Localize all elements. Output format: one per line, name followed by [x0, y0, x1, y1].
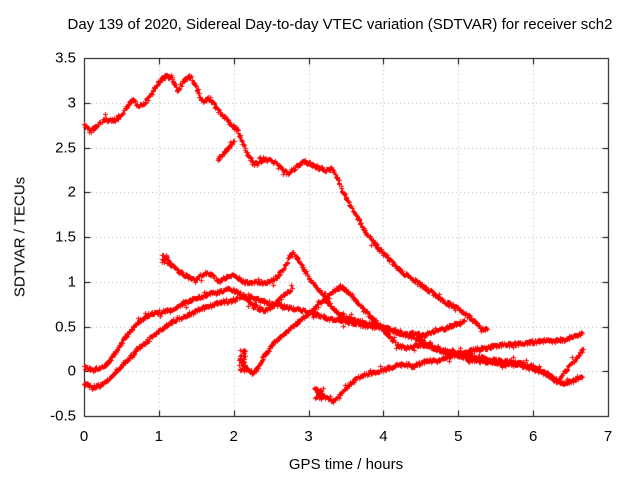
y-tick-label--0.5: -0.5: [50, 407, 76, 425]
x-tick-label-1: 1: [154, 428, 164, 445]
chart-title: Day 139 of 2020, Sidereal Day-to-day VTE…: [67, 16, 613, 33]
x-tick-label-0: 0: [79, 428, 89, 445]
y-tick-label-3: 3: [67, 94, 76, 112]
y-tick-label-1.5: 1.5: [55, 228, 76, 246]
x-axis-label: GPS time / hours: [288, 456, 404, 473]
y-tick-label-3.5: 3.5: [55, 49, 76, 67]
y-tick-label-0.5: 0.5: [55, 318, 76, 335]
y-tick-label-1: 1: [67, 273, 76, 291]
y-tick-label-2: 2: [67, 183, 76, 201]
x-tick-label-5: 5: [454, 428, 463, 445]
x-tick-label-6: 6: [528, 428, 538, 445]
x-tick-label-4: 4: [379, 428, 388, 445]
y-tick-label-2.5: 2.5: [55, 139, 76, 156]
x-tick-label-3: 3: [304, 428, 313, 445]
y-axis-label: SDTVAR / TECUs: [11, 176, 29, 298]
x-tick-label-7: 7: [603, 428, 613, 445]
y-tick-label-0: 0: [67, 362, 76, 380]
x-tick-label-2: 2: [229, 428, 238, 445]
